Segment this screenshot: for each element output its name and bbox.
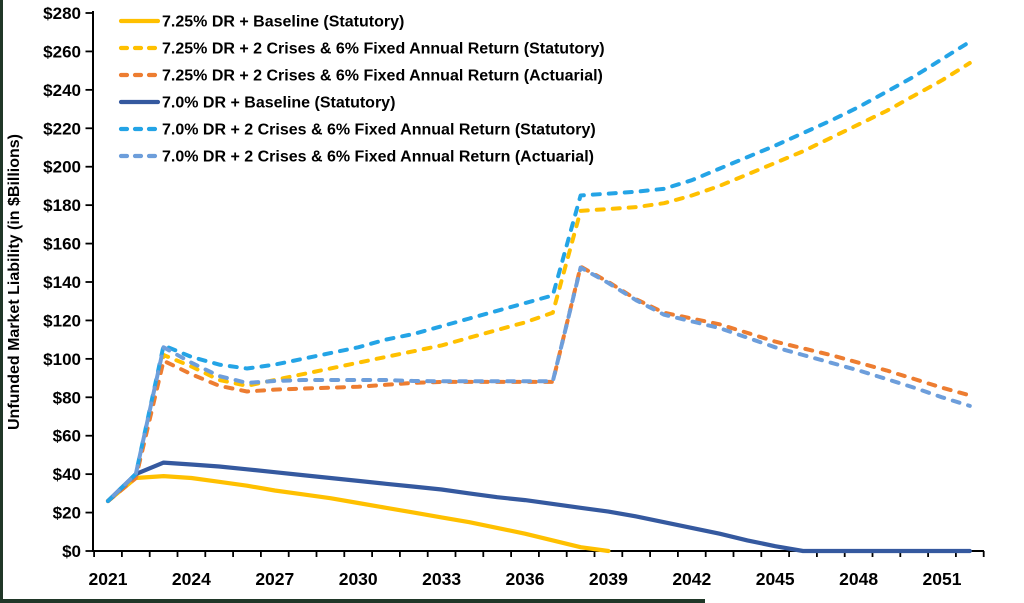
series-line-4 bbox=[106, 39, 972, 503]
y-tick-label: $80 bbox=[53, 388, 81, 407]
legend-item: 7.25% DR + 2 Crises & 6% Fixed Annual Re… bbox=[118, 68, 603, 85]
y-tick-label: $220 bbox=[43, 119, 81, 138]
legend-item: 7.25% DR + 2 Crises & 6% Fixed Annual Re… bbox=[118, 41, 605, 58]
series-line-5 bbox=[106, 265, 972, 503]
series-line-2 bbox=[106, 264, 972, 503]
x-tick-label: 2021 bbox=[89, 569, 128, 589]
legend-label: 7.0% DR + 2 Crises & 6% Fixed Annual Ret… bbox=[162, 122, 596, 139]
left-edge-strip bbox=[0, 0, 3, 603]
y-tick-label: $100 bbox=[43, 350, 81, 369]
x-tick-label: 2033 bbox=[422, 569, 461, 589]
x-tick-label: 2039 bbox=[589, 569, 628, 589]
legend: 7.25% DR + Baseline (Statutory) 7.25% DR … bbox=[118, 14, 605, 166]
x-tick-label: 2024 bbox=[172, 569, 211, 589]
legend-item: 7.0% DR + 2 Crises & 6% Fixed Annual Ret… bbox=[118, 122, 596, 139]
series-line-1 bbox=[106, 61, 972, 503]
series-line-3 bbox=[105, 460, 972, 554]
series-line-0 bbox=[105, 474, 611, 554]
x-tick-label: 2042 bbox=[672, 569, 711, 589]
legend-label: 7.25% DR + 2 Crises & 6% Fixed Annual Re… bbox=[162, 41, 605, 58]
y-tick-label: $40 bbox=[53, 465, 81, 484]
y-tick-label: $160 bbox=[43, 235, 81, 254]
legend-item: 7.0% DR + 2 Crises & 6% Fixed Annual Ret… bbox=[118, 149, 594, 166]
y-tick-label: $260 bbox=[43, 42, 81, 61]
y-tick-label: $240 bbox=[43, 81, 81, 100]
legend-label: 7.0% DR + Baseline (Statutory) bbox=[162, 95, 395, 112]
x-tick-label: 2045 bbox=[756, 569, 795, 589]
x-tick-label: 2027 bbox=[255, 569, 294, 589]
x-tick-label: 2048 bbox=[839, 569, 878, 589]
y-tick-label: $140 bbox=[43, 273, 81, 292]
legend-label: 7.25% DR + Baseline (Statutory) bbox=[162, 14, 404, 31]
y-tick-label: $200 bbox=[43, 158, 81, 177]
y-tick-label: $20 bbox=[53, 504, 81, 523]
y-tick-label: $120 bbox=[43, 311, 81, 330]
y-tick-label: $0 bbox=[62, 542, 81, 561]
x-tick-label: 2030 bbox=[339, 569, 378, 589]
legend-item: 7.25% DR + Baseline (Statutory) bbox=[118, 14, 404, 31]
legend-item: 7.0% DR + Baseline (Statutory) bbox=[118, 95, 395, 112]
bottom-edge-strip bbox=[0, 599, 705, 603]
y-axis-title: Unfunded Market Liability (in $Billions) bbox=[6, 133, 23, 431]
y-tick-label: $60 bbox=[53, 427, 81, 446]
legend-label: 7.0% DR + 2 Crises & 6% Fixed Annual Ret… bbox=[162, 149, 594, 166]
x-tick-label: 2036 bbox=[506, 569, 545, 589]
legend-label: 7.25% DR + 2 Crises & 6% Fixed Annual Re… bbox=[162, 68, 603, 85]
y-tick-label: $180 bbox=[43, 196, 81, 215]
x-tick-label: 2051 bbox=[923, 569, 962, 589]
y-tick-label: $280 bbox=[43, 4, 81, 23]
